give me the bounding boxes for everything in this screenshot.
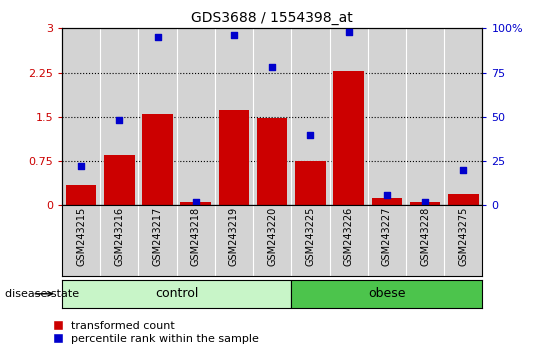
Point — [268, 64, 277, 70]
Bar — [333, 72, 364, 205]
Text: GSM243219: GSM243219 — [229, 207, 239, 266]
Point — [115, 118, 123, 123]
Bar — [291, 280, 482, 308]
Bar — [371, 198, 402, 205]
Bar — [142, 114, 173, 205]
Bar — [181, 202, 211, 205]
Text: GSM243220: GSM243220 — [267, 207, 277, 266]
Point — [459, 167, 468, 173]
Bar — [66, 185, 96, 205]
Text: GSM243226: GSM243226 — [344, 207, 354, 266]
Bar — [219, 110, 249, 205]
Text: control: control — [155, 287, 198, 300]
Point — [230, 33, 238, 38]
Bar — [448, 194, 479, 205]
Bar — [410, 202, 440, 205]
Text: obese: obese — [368, 287, 406, 300]
Point — [77, 164, 85, 169]
Bar — [257, 118, 287, 205]
Text: GSM243227: GSM243227 — [382, 207, 392, 266]
Text: GSM243275: GSM243275 — [458, 207, 468, 266]
Point — [344, 29, 353, 35]
Text: GSM243216: GSM243216 — [114, 207, 125, 266]
Point — [153, 34, 162, 40]
Point — [306, 132, 315, 137]
Point — [383, 192, 391, 198]
Point — [191, 199, 200, 205]
Text: GSM243217: GSM243217 — [153, 207, 163, 266]
Text: GSM243218: GSM243218 — [191, 207, 201, 266]
Bar — [295, 161, 326, 205]
Bar — [62, 280, 291, 308]
Text: GSM243228: GSM243228 — [420, 207, 430, 266]
Legend: transformed count, percentile rank within the sample: transformed count, percentile rank withi… — [49, 316, 263, 348]
Point — [421, 199, 430, 205]
Text: disease state: disease state — [5, 289, 80, 299]
Text: GSM243225: GSM243225 — [306, 207, 315, 266]
Bar — [104, 155, 135, 205]
Title: GDS3688 / 1554398_at: GDS3688 / 1554398_at — [191, 11, 353, 24]
Text: GSM243215: GSM243215 — [76, 207, 86, 266]
